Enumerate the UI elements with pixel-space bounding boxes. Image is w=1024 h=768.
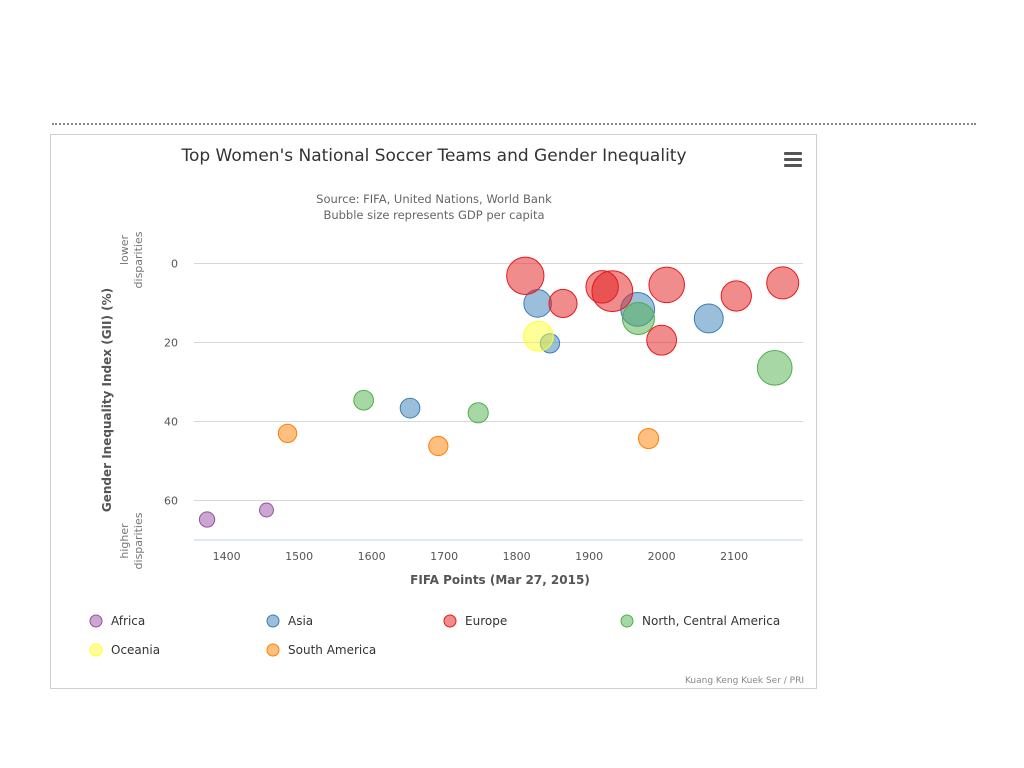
x-tick-label-1800: 1800 — [503, 550, 531, 563]
bubble-europe-7[interactable] — [766, 266, 800, 300]
legend-label-europe: Europe — [465, 614, 507, 628]
bubble-north-central-america-1[interactable] — [467, 402, 489, 424]
y-note-lower-line-2: disparities — [132, 231, 145, 288]
bubble-asia-4[interactable] — [693, 303, 724, 334]
bubble-chart: Top Women's National Soccer Teams and Ge… — [89, 146, 806, 686]
bubble-europe-5[interactable] — [646, 324, 678, 356]
legend-marker-south-america — [266, 643, 280, 657]
legend-item-south-america[interactable]: South America — [266, 643, 376, 657]
legend-item-europe[interactable]: Europe — [443, 614, 507, 628]
legend-label-oceania: Oceania — [111, 643, 160, 657]
dotted-divider — [52, 123, 976, 125]
bubble-europe-6[interactable] — [720, 280, 752, 312]
bubble-asia-0[interactable] — [399, 397, 421, 419]
chart-subtitle-line-1: Source: FIFA, United Nations, World Bank — [316, 192, 552, 206]
legend-item-oceania[interactable]: Oceania — [89, 643, 160, 657]
y-tick-label-20: 20 — [164, 337, 178, 350]
y-gridlines — [194, 263, 803, 502]
bubble-south-america-1[interactable] — [428, 435, 449, 457]
legend-label-africa: Africa — [111, 614, 145, 628]
hamburger-menu-icon[interactable] — [780, 147, 806, 169]
x-tick-label-1600: 1600 — [358, 550, 386, 563]
bubble-europe-3[interactable] — [591, 270, 634, 313]
bubble-south-america-2[interactable] — [638, 427, 660, 450]
chart-credit: Kuang Keng Kuek Ser / PRI — [685, 676, 804, 686]
y-tick-label-0: 0 — [171, 258, 178, 271]
legend-marker-europe — [443, 614, 457, 628]
y-note-higher-line-1: higher — [118, 523, 131, 559]
legend-label-asia: Asia — [288, 614, 313, 628]
legend-marker-asia — [266, 614, 280, 628]
y-note-higher-line-2: disparities — [132, 512, 145, 569]
bubble-europe-1[interactable] — [548, 288, 578, 318]
x-tick-label-1900: 1900 — [575, 550, 603, 563]
y-note-lower-line-1: lower — [118, 234, 131, 265]
bubble-south-america-0[interactable] — [277, 423, 298, 444]
bubble-europe-4[interactable] — [648, 266, 685, 304]
bubble-africa-0[interactable] — [198, 511, 216, 528]
x-tick-label-1700: 1700 — [430, 550, 458, 563]
x-tick-label-1500: 1500 — [285, 550, 313, 563]
y-tick-label-60: 60 — [164, 495, 178, 508]
x-axis-title: FIFA Points (Mar 27, 2015) — [410, 573, 590, 587]
bubble-africa-1[interactable] — [259, 502, 274, 518]
y-tick-label-40: 40 — [164, 416, 178, 429]
bubble-oceania-0[interactable] — [522, 320, 554, 352]
legend-marker-oceania — [89, 643, 103, 657]
y-tick-labels: 0 20 40 60 — [164, 258, 178, 508]
x-tick-label-1400: 1400 — [213, 550, 241, 563]
legend-item-africa[interactable]: Africa — [89, 614, 145, 628]
x-tick-label-2100: 2100 — [720, 550, 748, 563]
legend-item-asia[interactable]: Asia — [266, 614, 313, 628]
legend-item-north-central-america[interactable]: North, Central America — [620, 614, 780, 628]
bubble-north-central-america-2[interactable] — [621, 301, 655, 335]
bubbles — [198, 256, 800, 528]
legend-label-north-central-america: North, Central America — [642, 614, 780, 628]
legend: Africa Asia Europe North, Central America Oc… — [89, 614, 780, 657]
y-axis-title: Gender Inequality Index (GII) (%) — [100, 288, 114, 512]
legend-label-south-america: South America — [288, 643, 376, 657]
legend-marker-africa — [89, 614, 103, 628]
legend-marker-north-central-america — [620, 614, 634, 628]
x-tick-label-2000: 2000 — [648, 550, 676, 563]
x-tick-labels: 1400 1500 1600 1700 1800 1900 2000 2100 — [213, 550, 749, 563]
bubble-north-central-america-3[interactable] — [756, 349, 793, 386]
bubble-north-central-america-0[interactable] — [353, 389, 374, 411]
chart-subtitle-line-2: Bubble size represents GDP per capita — [323, 208, 544, 222]
chart-container: Top Women's National Soccer Teams and Ge… — [50, 134, 817, 689]
chart-title: Top Women's National Soccer Teams and Ge… — [180, 146, 686, 166]
bubble-europe-0[interactable] — [506, 256, 545, 295]
